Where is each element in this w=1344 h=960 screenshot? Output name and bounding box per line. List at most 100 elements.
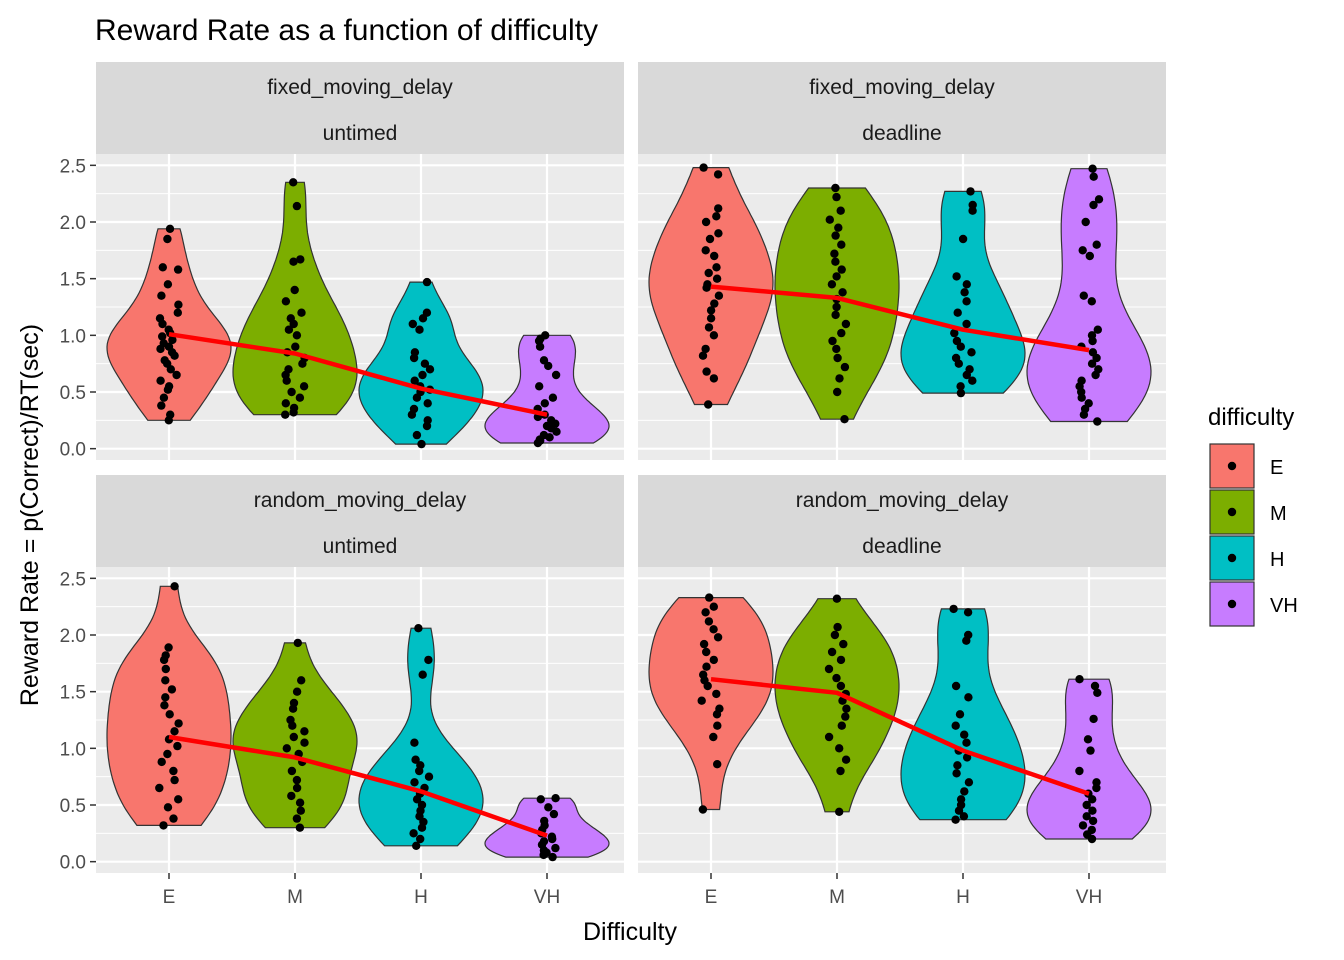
data-point [289,257,298,266]
data-point [837,328,846,338]
data-point [956,382,965,391]
data-point [547,416,556,425]
x-tick-label: VH [1076,887,1102,908]
data-point [295,393,305,402]
data-point [714,291,724,300]
data-point [281,399,290,408]
data-point [157,757,166,767]
data-point [832,302,841,312]
facet-panel: random_moving_delay deadline E M H VH [638,475,1166,908]
x-tick-label: H [956,887,970,908]
data-point [1082,800,1091,810]
data-point [713,760,722,769]
data-point [412,430,422,440]
data-point [1082,812,1091,821]
data-point [831,310,840,320]
data-point [962,319,971,329]
data-point [164,643,173,652]
data-point [951,353,961,363]
data-point [161,651,170,660]
data-point [424,772,434,781]
strip-label-bottom: untimed [323,535,398,558]
data-point [698,805,708,814]
data-point [956,795,966,804]
data-point [827,647,837,657]
data-point [952,272,961,281]
data-point [164,325,173,334]
data-point [161,693,170,702]
data-point [963,608,973,617]
data-point [1088,164,1097,173]
data-point [539,837,549,846]
data-point [1083,735,1093,744]
data-point [166,410,175,419]
data-point [831,183,840,193]
data-point [953,308,962,317]
x-axis-label: Difficulty [583,918,678,946]
data-point [699,639,709,649]
data-point [953,761,962,770]
data-point [417,439,426,449]
data-point [535,382,544,391]
data-point [548,852,557,862]
data-point [713,721,722,730]
data-point [713,633,723,642]
data-point [706,306,716,315]
data-point [541,331,550,340]
data-point [292,687,302,696]
data-point [168,335,177,345]
data-point [281,297,291,306]
data-point [551,370,561,380]
data-point [159,339,168,348]
data-point [712,212,721,221]
data-point [967,348,976,357]
data-point [964,778,974,787]
data-point [956,388,966,398]
data-point [841,712,850,721]
data-point [715,704,724,713]
data-point [1088,348,1098,357]
data-point [704,268,713,278]
data-point [297,676,306,685]
data-point [838,288,847,297]
facet-panel: fixed_moving_delay deadline [638,62,1166,460]
data-point [422,277,432,287]
data-point [952,336,962,346]
data-point [712,274,722,283]
data-point [830,630,840,640]
data-point [832,272,841,281]
data-point [165,710,174,719]
data-point [1087,359,1097,368]
data-point [410,376,419,385]
data-point [160,701,169,710]
data-point [962,280,971,289]
data-point [1092,240,1101,249]
data-point [163,749,172,759]
data-point [841,755,851,764]
strip-label-top: random_moving_delay [254,489,467,512]
data-point [416,761,425,770]
data-point [416,834,425,844]
data-point [964,630,973,640]
data-point [408,319,417,329]
data-point [701,344,710,354]
legend-label-H: H [1270,549,1284,571]
data-point [839,639,848,649]
data-point [284,325,294,334]
data-point [832,344,841,354]
data-point [968,376,977,385]
y-tick-label: 2.5 [60,569,86,590]
chart-title: Reward Rate as a function of difficulty [95,14,598,47]
data-point [1090,681,1100,691]
y-tick-label: 1.5 [60,270,86,291]
data-point [951,815,960,824]
data-point [712,263,721,272]
data-point [949,604,958,614]
data-point [289,178,298,187]
data-point [289,403,299,413]
data-point [412,841,421,850]
violin-M [232,181,358,416]
data-point [155,783,164,793]
data-point [701,217,711,227]
